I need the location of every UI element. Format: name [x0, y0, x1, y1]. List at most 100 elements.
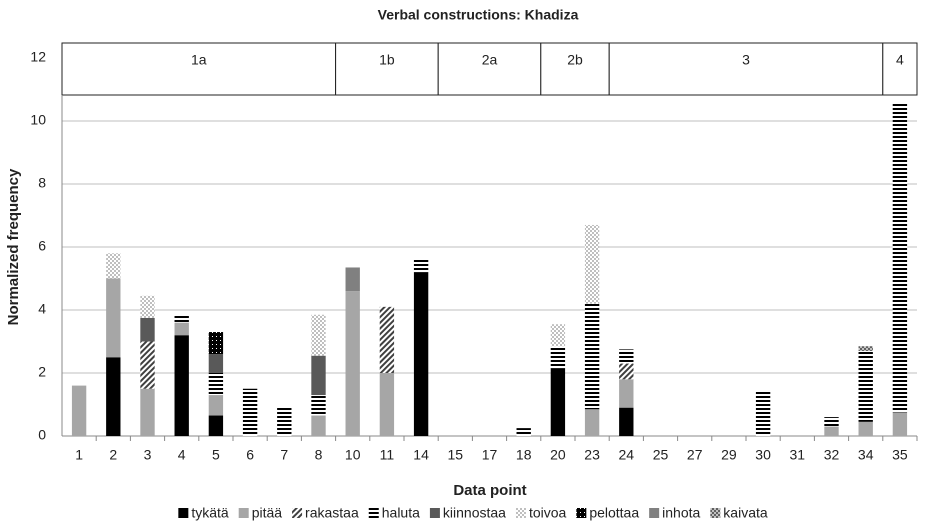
bar-segment	[71, 385, 87, 436]
bar-segment	[516, 428, 531, 436]
bar-segment	[208, 415, 224, 436]
bar-segment	[140, 341, 155, 389]
bar-segment	[550, 346, 566, 369]
x-axis-title: Data point	[453, 482, 526, 499]
legend-swatch	[710, 508, 721, 518]
bar-segment	[345, 291, 360, 436]
x-tick-label: 29	[721, 447, 737, 463]
y-tick-label: 10	[30, 112, 46, 128]
x-tick-label: 2	[109, 447, 117, 463]
bar-segment	[311, 395, 326, 416]
legend-swatch	[368, 508, 379, 518]
group-box	[335, 42, 439, 96]
x-tick-label: 8	[315, 447, 323, 463]
legend-swatch	[515, 508, 526, 518]
x-tick-label: 7	[280, 447, 288, 463]
bar-segment	[379, 373, 395, 436]
y-tick-label: 6	[38, 238, 46, 254]
bar-segment	[858, 421, 873, 436]
legend-label: inhota	[662, 505, 700, 521]
x-tick-label: 23	[584, 447, 600, 463]
group-box	[540, 42, 610, 96]
group-label: 2b	[567, 52, 583, 68]
bar-segment	[208, 395, 224, 416]
bar-segment	[584, 224, 600, 304]
x-tick-label: 4	[178, 447, 186, 463]
bar-segment	[858, 346, 873, 351]
bar-segment	[550, 324, 566, 347]
legend-label: pelottaa	[589, 505, 639, 521]
y-tick-label: 8	[38, 175, 46, 191]
x-tick-label: 31	[790, 447, 806, 463]
bar-segment	[311, 314, 326, 356]
x-tick-label: 24	[619, 447, 635, 463]
legend-label: rakastaa	[305, 505, 359, 521]
x-tick-label: 32	[824, 447, 840, 463]
group-box	[608, 42, 884, 96]
x-tick-label: 10	[345, 447, 361, 463]
y-tick-label: 0	[38, 427, 46, 443]
bar-segment	[413, 258, 429, 273]
bar-segment	[619, 407, 634, 436]
legend-label: tykätä	[191, 505, 229, 521]
group-label: 1a	[191, 52, 207, 68]
group-box	[437, 42, 542, 96]
group-label: 1b	[379, 52, 395, 68]
bar-segment	[174, 314, 189, 323]
bar-segment	[277, 406, 292, 436]
x-tick-label: 30	[755, 447, 771, 463]
x-tick-label: 1	[75, 447, 83, 463]
bar-segment	[892, 102, 908, 413]
legend-label: kaivata	[723, 505, 768, 521]
legend-swatch	[429, 508, 440, 518]
bar-segment	[311, 355, 326, 396]
bar-segment	[106, 253, 121, 279]
bar-segment	[208, 332, 224, 355]
bar-segment	[140, 317, 155, 342]
bar-segment	[413, 272, 429, 436]
bar-segment	[858, 350, 873, 422]
x-tick-label: 35	[892, 447, 908, 463]
bar-segment	[619, 349, 634, 364]
legend-swatch	[292, 508, 303, 518]
x-tick-label: 14	[413, 447, 429, 463]
group-label: 2a	[482, 52, 498, 68]
x-tick-label: 5	[212, 447, 220, 463]
bar-segment	[824, 417, 839, 427]
x-tick-label: 17	[482, 447, 498, 463]
legend-swatch	[238, 508, 249, 518]
bar-segment	[619, 379, 634, 408]
x-tick-label: 25	[653, 447, 669, 463]
bar-segment	[755, 391, 771, 436]
legend-label: kiinnostaa	[443, 505, 506, 521]
bar-segment	[824, 426, 839, 436]
y-tick-label: 2	[38, 364, 46, 380]
y-tick-label: 12	[30, 49, 46, 65]
x-tick-label: 27	[687, 447, 703, 463]
group-label: 4	[896, 52, 904, 68]
bar-segment	[550, 368, 566, 436]
bar-segment	[584, 409, 600, 436]
y-axis-title: Normalized frequency	[5, 168, 22, 325]
bar-segment	[140, 295, 155, 318]
legend-label: toivoa	[529, 505, 567, 521]
bar-segment	[584, 303, 600, 410]
x-tick-label: 6	[246, 447, 254, 463]
group-label: 3	[742, 52, 750, 68]
bar-segment	[892, 412, 908, 436]
group-box	[882, 42, 918, 96]
chart-title: Verbal constructions: Khadiza	[378, 7, 579, 23]
bar-segment	[208, 354, 224, 373]
x-tick-label: 18	[516, 447, 532, 463]
x-tick-label: 3	[144, 447, 152, 463]
x-tick-label: 15	[448, 447, 464, 463]
x-tick-label: 34	[858, 447, 874, 463]
legend-swatch	[178, 508, 189, 518]
bar-segment	[619, 363, 634, 380]
bar-segment	[242, 388, 258, 436]
y-tick-label: 4	[38, 301, 46, 317]
group-box	[61, 42, 337, 96]
bar-segment	[208, 373, 224, 396]
bar-segment	[174, 322, 189, 336]
